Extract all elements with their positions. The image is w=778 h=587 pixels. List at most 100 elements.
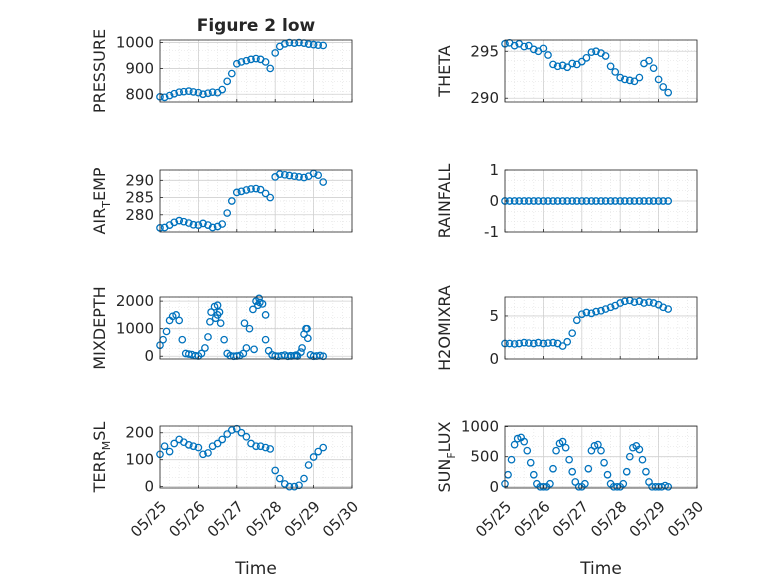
- data-point: [197, 349, 206, 358]
- data-point: [539, 482, 548, 491]
- y-axis-label: H2OMIXRA: [435, 285, 454, 371]
- y-axis-label: AIRTEMP: [90, 167, 113, 234]
- data-point: [649, 64, 658, 73]
- data-point: [582, 53, 591, 62]
- data-point: [625, 452, 634, 461]
- x-tick-label: 05/29: [281, 498, 324, 541]
- data-point: [242, 186, 251, 194]
- x-axis-label: Time: [579, 559, 622, 579]
- data-point: [635, 297, 644, 306]
- data-point: [622, 467, 631, 476]
- data-point: [553, 197, 562, 205]
- x-tick-label: 05/28: [587, 498, 630, 541]
- data-point: [218, 85, 227, 94]
- data-point: [664, 482, 673, 491]
- data-point: [302, 324, 310, 333]
- data-point: [300, 474, 308, 483]
- data-point: [213, 439, 222, 448]
- data-point: [309, 40, 318, 49]
- data-point: [179, 87, 188, 96]
- data-point: [175, 216, 184, 225]
- axes-frame: [504, 296, 698, 360]
- axes-frame: [159, 425, 353, 489]
- data-point: [319, 178, 328, 186]
- data-point: [603, 470, 612, 479]
- data-point: [544, 51, 552, 59]
- data-point: [199, 450, 207, 459]
- data-point: [179, 217, 188, 226]
- data-point: [304, 40, 313, 48]
- y-tick-label: 800: [125, 85, 154, 103]
- data-point: [549, 197, 557, 205]
- x-tick-label: 05/25: [472, 498, 515, 541]
- data-point: [275, 474, 284, 483]
- subplot-rainfall: -1 0 1 RAINFALL: [435, 161, 698, 241]
- data-point: [640, 299, 648, 307]
- data-point: [606, 197, 615, 205]
- data-point: [309, 453, 318, 461]
- data-point: [539, 197, 548, 205]
- data-point: [237, 58, 246, 66]
- data-point: [649, 197, 658, 205]
- y-tick-label: 0: [489, 478, 499, 496]
- data-point: [507, 455, 516, 464]
- data-point: [581, 479, 589, 488]
- data-point: [237, 187, 246, 196]
- data-point: [563, 63, 572, 72]
- data-point: [654, 75, 663, 84]
- data-point: [577, 57, 586, 66]
- data-point: [199, 90, 207, 99]
- data-point: [572, 316, 581, 325]
- data-point: [635, 197, 644, 205]
- data-point: [659, 83, 668, 91]
- data-point: [261, 189, 270, 198]
- data-point: [213, 301, 222, 310]
- data-point: [184, 441, 193, 449]
- data-point: [515, 339, 524, 348]
- y-tick-label: 0: [144, 347, 154, 365]
- data-point: [256, 185, 265, 194]
- data-point: [638, 455, 647, 464]
- y-tick-label: 100: [125, 451, 154, 469]
- data-point: [597, 446, 605, 455]
- data-point: [271, 466, 280, 475]
- data-point: [199, 219, 207, 228]
- data-point: [592, 197, 600, 205]
- data-point: [563, 197, 572, 205]
- data-point: [654, 197, 663, 205]
- data-point: [582, 197, 591, 205]
- data-point: [170, 439, 179, 448]
- data-point: [204, 89, 212, 98]
- data-point: [526, 458, 535, 467]
- data-point: [252, 184, 260, 193]
- data-point: [194, 443, 203, 452]
- data-point: [252, 54, 260, 63]
- data-point: [513, 434, 522, 443]
- data-point: [549, 60, 557, 69]
- y-axis-label: THETA: [435, 45, 454, 97]
- data-point: [524, 41, 533, 50]
- axes-frame: [159, 39, 353, 103]
- x-axis-label: Time: [234, 559, 277, 579]
- data-point: [524, 197, 533, 205]
- data-point: [292, 351, 301, 359]
- data-point: [640, 197, 648, 205]
- data-point: [600, 458, 608, 467]
- y-tick-label: 290: [470, 89, 499, 107]
- data-point: [577, 310, 586, 319]
- data-point: [285, 171, 294, 180]
- data-point: [587, 48, 596, 57]
- data-point: [207, 308, 215, 317]
- y-tick-label: 5: [489, 307, 499, 325]
- data-point: [664, 88, 673, 97]
- y-tick-label: -1: [484, 223, 499, 241]
- data-point: [266, 445, 275, 453]
- data-point: [250, 345, 258, 354]
- subplot-theta: 290 295 THETA: [435, 38, 698, 107]
- data-point: [510, 340, 519, 348]
- data-point: [544, 339, 552, 347]
- data-point: [630, 77, 639, 86]
